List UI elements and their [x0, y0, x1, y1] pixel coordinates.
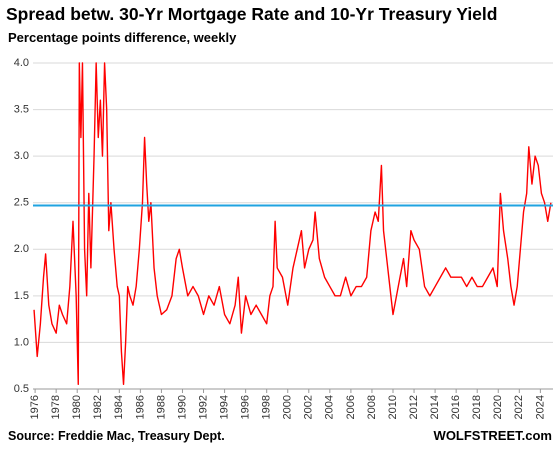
y-tick-label: 3.0	[14, 150, 29, 162]
x-tick-label: 1976	[29, 395, 41, 419]
x-tick-label: 2022	[513, 395, 525, 419]
x-tick-label: 2008	[366, 395, 378, 419]
x-tick-label: 1978	[50, 395, 62, 419]
x-tick-label: 1996	[240, 395, 252, 419]
x-tick-label: 1982	[92, 395, 104, 419]
y-tick-label: 4.0	[14, 57, 29, 69]
y-tick-label: 2.5	[14, 197, 29, 209]
y-tick-label: 1.5	[14, 290, 29, 302]
x-tick-label: 2018	[471, 395, 483, 419]
x-tick-label: 2024	[534, 395, 546, 419]
x-tick-label: 1984	[113, 395, 125, 419]
chart-subtitle: Percentage points difference, weekly	[8, 30, 237, 45]
x-tick-label: 1992	[197, 395, 209, 419]
x-tick-label: 2004	[324, 395, 336, 419]
brand: WOLFSTREET.com	[434, 428, 552, 443]
y-tick-label: 3.5	[14, 103, 29, 115]
x-tick-label: 2014	[429, 395, 441, 419]
x-tick-label: 2002	[303, 395, 315, 419]
x-tick-label: 2010	[387, 395, 399, 419]
chart-title: Spread betw. 30-Yr Mortgage Rate and 10-…	[6, 4, 497, 24]
y-tick-label: 0.5	[14, 383, 29, 395]
x-tick-label: 2016	[450, 395, 462, 419]
x-tick-label: 1994	[218, 395, 230, 419]
x-tick-label: 1998	[261, 395, 273, 419]
data-line	[33, 62, 552, 386]
y-tick-label: 2.0	[14, 243, 29, 255]
x-tick-label: 1988	[155, 395, 167, 419]
x-tick-label: 2012	[408, 395, 420, 419]
y-tick-label: 1.0	[14, 336, 29, 348]
x-tick-label: 1990	[176, 395, 188, 419]
x-tick-label: 2000	[282, 395, 294, 419]
source: Source: Freddie Mac, Treasury Dept.	[8, 429, 225, 443]
x-tick-label: 2006	[345, 395, 357, 419]
x-tick-label: 1980	[71, 395, 83, 419]
x-tick-label: 2020	[492, 395, 504, 419]
x-tick-label: 1986	[134, 395, 146, 419]
